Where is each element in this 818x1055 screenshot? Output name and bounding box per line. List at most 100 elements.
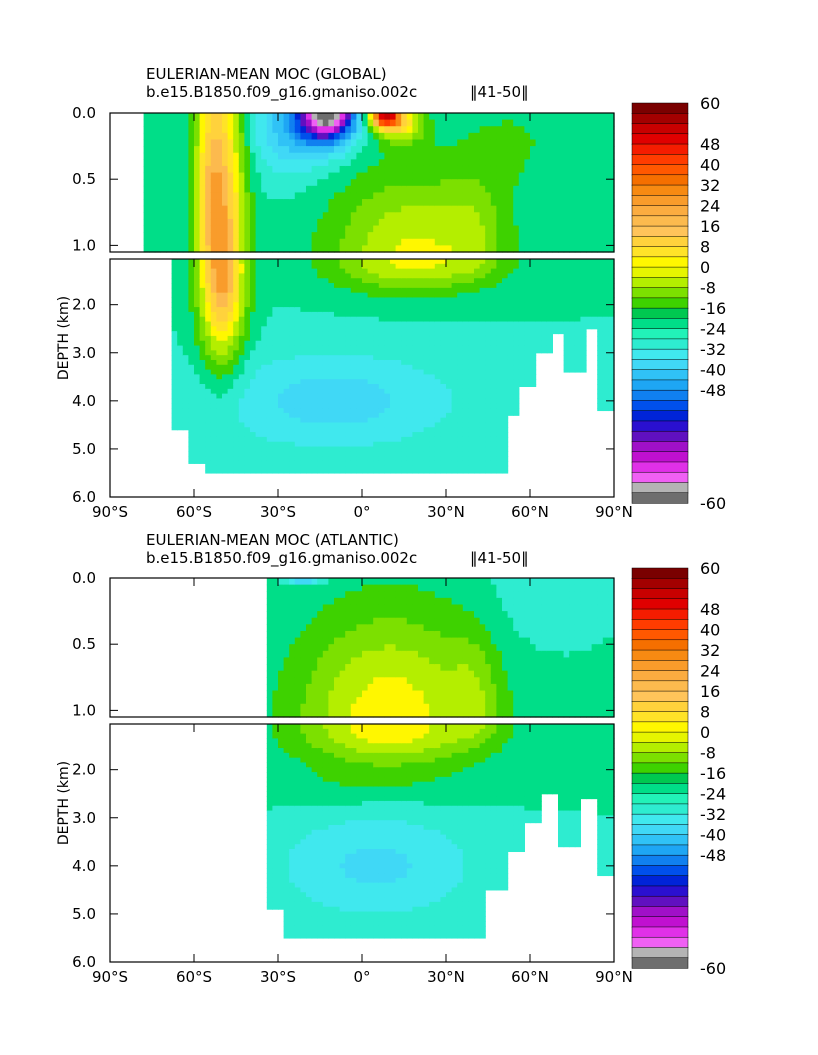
moc-cell: [412, 369, 419, 375]
moc-cell: [177, 152, 184, 160]
moc-cell: [238, 470, 245, 474]
moc-cell: [608, 225, 615, 233]
moc-cell: [490, 388, 497, 395]
moc-cell: [406, 350, 413, 356]
moc-cell: [546, 218, 553, 227]
moc-cell: [182, 369, 189, 375]
moc-cell: [244, 139, 251, 147]
moc-cell: [317, 292, 324, 299]
moc-cell: [574, 292, 581, 299]
moc-cell: [597, 172, 604, 180]
moc-cell: [507, 225, 514, 233]
moc-cell: [244, 340, 251, 347]
moc-cell: [401, 311, 408, 318]
moc-cell: [278, 179, 285, 187]
moc-cell: [580, 331, 587, 337]
moc-cell: [194, 268, 201, 275]
moc-cell: [569, 139, 576, 147]
moc-cell: [216, 326, 223, 332]
moc-cell: [457, 432, 464, 438]
moc-cell: [434, 146, 441, 154]
moc-cell: [384, 446, 391, 452]
moc-cell: [429, 436, 436, 443]
moc-cell: [412, 179, 419, 187]
moc-cell: [188, 350, 195, 356]
moc-cell: [356, 441, 363, 448]
moc-cell: [255, 205, 262, 213]
moc-cell: [272, 398, 279, 404]
moc-cell: [446, 350, 453, 356]
moc-cell: [502, 446, 509, 452]
moc-cell: [552, 232, 559, 240]
moc-cell: [602, 321, 609, 327]
moc-cell: [199, 119, 206, 127]
moc-cell: [283, 232, 290, 240]
moc-cell: [350, 159, 357, 167]
moc-cell: [171, 268, 178, 275]
moc-cell: [597, 165, 604, 174]
moc-cell: [306, 292, 313, 299]
moc-cell: [602, 374, 609, 380]
moc-cell: [457, 113, 464, 121]
moc-cell: [429, 302, 436, 308]
moc-cell: [451, 398, 458, 404]
moc-cell: [294, 441, 301, 448]
moc-cell: [216, 245, 223, 253]
moc-cell: [350, 350, 357, 356]
moc-cell: [552, 287, 559, 294]
moc-cell: [322, 199, 329, 207]
moc-cell: [468, 359, 475, 366]
moc-cell: [602, 259, 609, 265]
moc-cell: [216, 470, 223, 474]
moc-cell: [608, 340, 615, 347]
moc-cell: [171, 369, 178, 375]
moc-cell: [272, 456, 279, 462]
moc-cell: [586, 263, 593, 270]
moc-cell: [166, 199, 173, 207]
moc-cell: [311, 113, 318, 121]
moc-cell: [513, 245, 520, 253]
moc-cell: [250, 192, 257, 200]
moc-cell: [261, 369, 268, 375]
moc-cell: [535, 179, 542, 187]
moc-cell: [238, 172, 245, 180]
moc-cell: [367, 422, 374, 428]
moc-cell: [345, 273, 352, 279]
moc-cell: [574, 259, 581, 265]
moc-cell: [194, 316, 201, 323]
moc-cell: [210, 311, 217, 318]
moc-cell: [278, 335, 285, 342]
moc-cell: [518, 192, 525, 200]
moc-cell: [541, 263, 548, 270]
moc-cell: [462, 268, 469, 275]
moc-cell: [233, 403, 240, 409]
moc-cell: [468, 283, 475, 289]
moc-cell: [210, 172, 217, 180]
moc-cell: [210, 245, 217, 253]
moc-cell: [294, 146, 301, 154]
moc-cell: [580, 268, 587, 275]
moc-cell: [367, 302, 374, 308]
moc-cell: [574, 179, 581, 187]
colorbar-swatch: [631, 164, 689, 176]
moc-cell: [362, 408, 369, 414]
moc-cell: [205, 470, 212, 474]
moc-cell: [390, 470, 397, 474]
moc-cell: [378, 192, 385, 200]
moc-cell: [322, 287, 329, 294]
moc-cell: [188, 398, 195, 404]
moc-cell: [390, 398, 397, 404]
moc-cell: [569, 245, 576, 253]
moc-cell: [356, 422, 363, 428]
moc-cell: [339, 132, 346, 141]
moc-cell: [602, 350, 609, 356]
moc-cell: [289, 302, 296, 308]
moc-cell: [518, 259, 525, 265]
moc-cell: [345, 446, 352, 452]
moc-cell: [401, 465, 408, 472]
moc-cell: [345, 146, 352, 154]
moc-cell: [306, 307, 313, 313]
moc-cell: [367, 146, 374, 154]
moc-cell: [311, 403, 318, 409]
moc-cell: [350, 273, 357, 279]
